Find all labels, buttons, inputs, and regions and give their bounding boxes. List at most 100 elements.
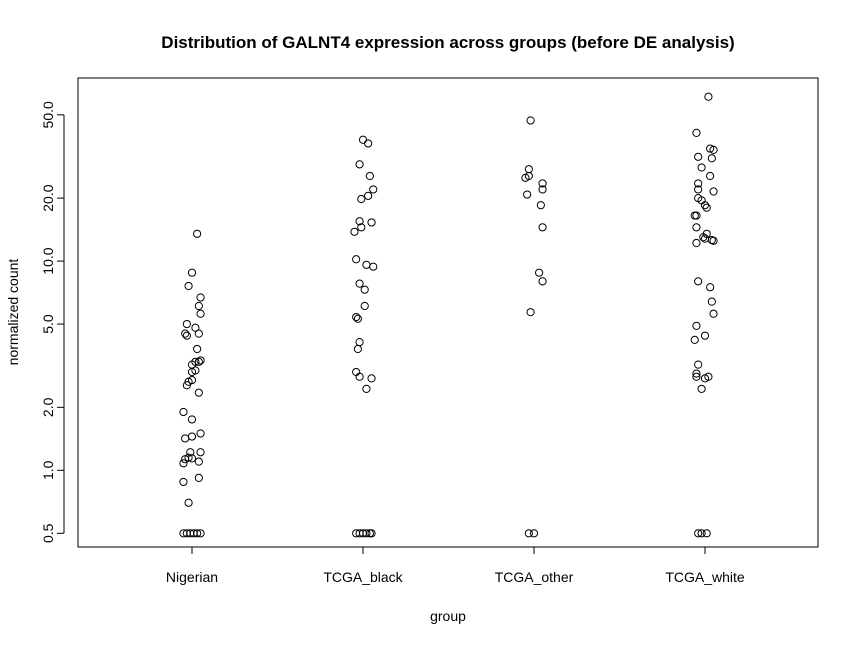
data-point — [694, 360, 703, 369]
data-point — [196, 448, 205, 457]
data-point — [535, 268, 544, 277]
data-point — [191, 323, 200, 332]
data-point — [355, 217, 364, 226]
y-tick-label: 0.5 — [40, 523, 56, 543]
data-point — [352, 255, 361, 264]
data-point — [182, 381, 191, 390]
data-point — [538, 277, 547, 286]
data-point — [692, 321, 701, 331]
data-point — [353, 314, 362, 323]
data-point — [538, 223, 547, 232]
y-axis-label: normalized count — [5, 259, 21, 366]
data-point — [187, 367, 197, 377]
data-point — [709, 145, 718, 154]
y-tick-label: 1.0 — [40, 460, 56, 480]
x-tick-label: TCGA_white — [665, 569, 745, 585]
chart-title: Distribution of GALNT4 expression across… — [161, 33, 734, 52]
data-point — [187, 454, 197, 463]
data-point — [694, 185, 703, 194]
data-point — [193, 229, 202, 238]
y-tick-label: 2.0 — [40, 397, 56, 417]
data-point — [709, 187, 718, 196]
data-point — [179, 477, 188, 487]
data-point — [523, 190, 532, 199]
data-point — [694, 277, 703, 286]
data-point — [360, 301, 369, 311]
y-tick-label: 20.0 — [40, 184, 56, 211]
y-tick-label: 10.0 — [40, 247, 56, 274]
y-tick-label: 50.0 — [40, 101, 56, 128]
data-point — [697, 529, 706, 538]
data-point — [184, 281, 193, 291]
data-point — [524, 529, 533, 538]
data-point — [524, 165, 533, 174]
data-point — [707, 297, 716, 306]
data-point — [182, 331, 191, 340]
data-point — [193, 529, 202, 538]
data-point — [196, 356, 205, 365]
data-point — [184, 453, 193, 462]
data-point — [692, 369, 701, 378]
data-point — [694, 179, 703, 188]
data-point — [369, 185, 378, 194]
data-point — [362, 529, 371, 538]
data-point — [355, 372, 364, 381]
data-point — [692, 211, 701, 220]
data-point — [709, 309, 718, 318]
data-point — [367, 218, 376, 227]
data-point — [194, 457, 203, 466]
data-point — [355, 338, 364, 347]
data-point — [706, 283, 715, 292]
data-point — [194, 473, 203, 482]
data-point — [355, 279, 364, 288]
data-point — [706, 171, 715, 181]
data-point — [196, 309, 205, 318]
data-point — [369, 262, 378, 271]
data-point — [194, 357, 203, 366]
data-point — [707, 154, 716, 163]
data-point — [702, 529, 711, 538]
data-point — [360, 285, 369, 294]
data-point — [181, 434, 190, 443]
data-point — [364, 191, 373, 200]
data-point — [362, 260, 371, 269]
data-point — [353, 344, 362, 354]
data-point — [186, 448, 195, 457]
y-tick-label: 5.0 — [40, 314, 56, 334]
data-point — [352, 312, 361, 322]
data-point — [526, 308, 535, 317]
data-point — [702, 229, 711, 238]
data-point — [358, 135, 368, 144]
x-axis: Nigerian TCGA_black TCGA_other TCGA_white — [166, 546, 745, 585]
data-point — [196, 293, 205, 302]
x-tick-label: TCGA_other — [495, 569, 574, 585]
data-point — [692, 223, 701, 232]
x-tick-label: Nigerian — [166, 569, 218, 585]
data-point — [179, 407, 188, 417]
data-point — [357, 194, 366, 204]
data-point — [700, 331, 710, 340]
data-points — [179, 92, 718, 538]
data-point — [181, 329, 190, 338]
data-point — [182, 319, 191, 329]
data-point — [700, 234, 710, 243]
data-point — [184, 498, 193, 507]
x-tick-label: TCGA_black — [323, 569, 403, 585]
data-point — [194, 329, 203, 338]
data-point — [697, 384, 706, 393]
data-point — [194, 388, 203, 397]
data-point — [694, 152, 703, 161]
data-point — [690, 211, 699, 220]
data-point — [690, 335, 699, 345]
data-point — [700, 201, 710, 210]
data-point — [365, 171, 374, 181]
data-point — [187, 268, 197, 277]
data-point — [187, 432, 197, 441]
data-point — [694, 529, 703, 538]
x-axis-label: group — [430, 608, 466, 624]
data-point — [536, 201, 545, 210]
data-point — [367, 529, 376, 538]
data-point — [709, 236, 718, 245]
data-point — [692, 128, 701, 137]
